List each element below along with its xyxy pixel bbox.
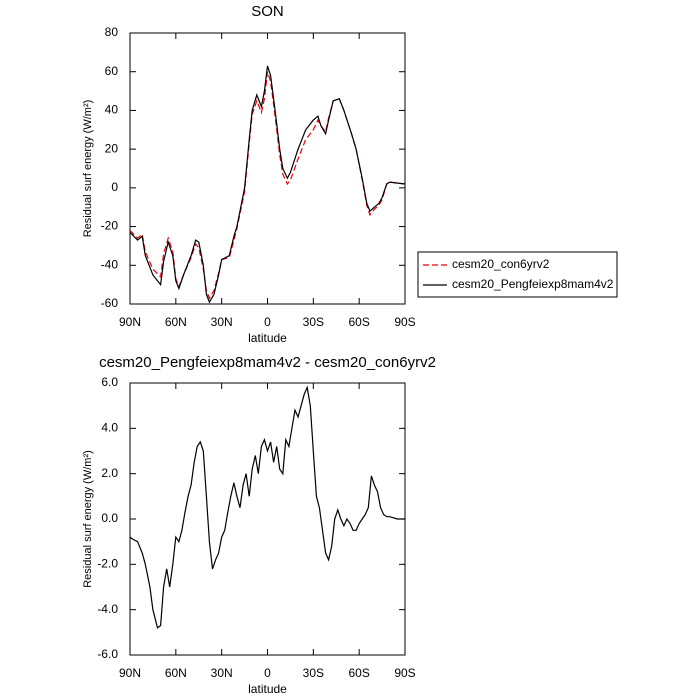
legend-label: cesm20_con6yrv2	[452, 257, 550, 271]
y-tick-label: 40	[105, 103, 119, 117]
y-tick-label: 60	[105, 64, 119, 78]
y-tick-label: 6.0	[101, 375, 118, 389]
data-line	[129, 385, 405, 629]
y-tick-label: 0.0	[101, 511, 118, 525]
y-tick-label: -20	[101, 219, 119, 233]
x-tick-label: 90S	[394, 315, 415, 329]
y-tick-label: -60	[101, 296, 119, 310]
y-tick-label: -40	[101, 257, 119, 271]
y-axis-label: Residual surf energy (W/m²)	[82, 450, 94, 588]
x-tick-label: 60N	[165, 315, 187, 329]
y-tick-label: -4.0	[97, 602, 118, 616]
x-tick-label: 60S	[348, 315, 369, 329]
y-tick-label: 4.0	[101, 421, 118, 435]
x-axis-label: latitude	[248, 682, 287, 696]
legend-box	[417, 251, 618, 298]
x-axis-label: latitude	[248, 331, 287, 345]
x-tick-label: 30N	[211, 315, 233, 329]
plot-frame	[129, 382, 406, 656]
x-tick-label: 90N	[119, 666, 141, 680]
y-tick-label: 0	[111, 180, 118, 194]
x-tick-label: 0	[264, 315, 271, 329]
chart-title: cesm20_Pengfeiexp8mam4v2 - cesm20_con6yr…	[99, 354, 436, 371]
x-tick-label: 30N	[211, 666, 233, 680]
y-tick-label: -6.0	[97, 647, 118, 661]
y-tick-label: -2.0	[97, 557, 118, 571]
y-tick-label: 2.0	[101, 466, 118, 480]
y-axis-label: Residual surf energy (W/m²)	[82, 100, 94, 238]
x-tick-label: 30S	[303, 315, 324, 329]
x-tick-label: 90S	[394, 666, 415, 680]
x-tick-label: 60N	[165, 666, 187, 680]
x-tick-label: 30S	[303, 666, 324, 680]
data-line	[129, 65, 406, 304]
y-tick-label: 20	[105, 141, 119, 155]
legend-label: cesm20_Pengfeiexp8mam4v2	[452, 277, 614, 291]
x-tick-label: 60S	[348, 666, 369, 680]
y-tick-label: 80	[105, 25, 119, 39]
chart-title: SON	[251, 3, 284, 20]
x-tick-label: 0	[264, 666, 271, 680]
x-tick-label: 90N	[119, 315, 141, 329]
